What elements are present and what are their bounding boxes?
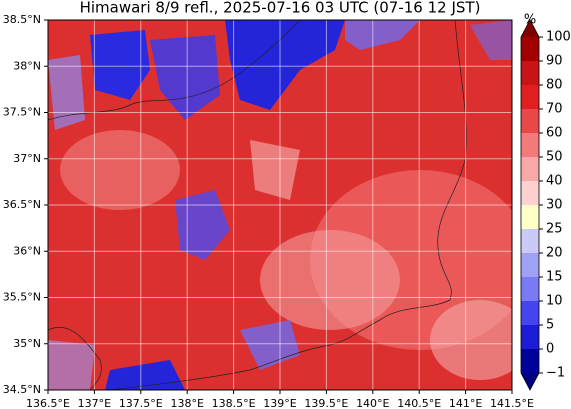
lat-tick-label: 36°N bbox=[13, 244, 41, 257]
colorbar-segment bbox=[521, 325, 539, 349]
colorbar-segment bbox=[521, 61, 539, 85]
map-title: Himawari 8/9 refl., 2025-07-16 03 UTC (0… bbox=[80, 0, 481, 17]
lat-tick-label: 37°N bbox=[13, 152, 41, 165]
lon-tick-label: 138°E bbox=[170, 397, 203, 409]
colorbar-label: 60 bbox=[546, 126, 563, 141]
colorbar-segment bbox=[521, 229, 539, 253]
lon-tick-label: 140.5°E bbox=[397, 397, 441, 409]
lon-tick-label: 139°E bbox=[263, 397, 296, 409]
colorbar-label: 80 bbox=[546, 78, 563, 93]
lat-tick-label: 36.5°N bbox=[3, 198, 41, 211]
lon-tick-label: 141°E bbox=[449, 397, 482, 409]
lon-tick-label: 138.5°E bbox=[212, 397, 256, 409]
colorbar-label: 30 bbox=[546, 198, 563, 213]
colorbar-segment bbox=[521, 277, 539, 301]
colorbar-label: 40 bbox=[546, 174, 563, 189]
colorbar-label: 50 bbox=[546, 150, 563, 165]
colorbar-segment bbox=[521, 109, 539, 133]
colorbar-segment bbox=[521, 205, 539, 229]
colorbar-label: 90 bbox=[546, 54, 563, 69]
colorbar-label: 0 bbox=[546, 342, 554, 357]
lat-tick-label: 35.5°N bbox=[3, 291, 41, 304]
colorbar-extend-over bbox=[521, 20, 539, 37]
lat-tick-label: 35°N bbox=[13, 337, 41, 350]
lon-tick-label: 139.5°E bbox=[304, 397, 348, 409]
colorbar-segment bbox=[521, 253, 539, 277]
colorbar-segment bbox=[521, 349, 539, 373]
colorbar-segment bbox=[521, 85, 539, 109]
colorbar-label: 25 bbox=[546, 222, 563, 237]
colorbar-label: 70 bbox=[546, 102, 563, 117]
lat-tick-label: 34.5°N bbox=[3, 383, 41, 396]
lon-tick-label: 140°E bbox=[356, 397, 389, 409]
lon-tick-label: 136.5°E bbox=[26, 397, 70, 409]
colorbar-segment bbox=[521, 37, 539, 61]
lon-tick-label: 137.5°E bbox=[119, 397, 163, 409]
lat-tick-label: 38°N bbox=[13, 59, 41, 72]
colorbar-label: 5 bbox=[546, 318, 554, 333]
colorbar-label: 10 bbox=[546, 294, 563, 309]
lon-tick-label: 141.5°E bbox=[490, 397, 534, 409]
colorbar-segment bbox=[521, 157, 539, 181]
colorbar-segment bbox=[521, 301, 539, 325]
colorbar-segment bbox=[521, 133, 539, 157]
colorbar-label: −1 bbox=[546, 366, 565, 381]
colorbar-label: 15 bbox=[546, 270, 563, 285]
colorbar-label: 100 bbox=[546, 30, 571, 45]
colorbar-label: 20 bbox=[546, 246, 563, 261]
lat-tick-label: 37.5°N bbox=[3, 106, 41, 119]
lat-tick-label: 38.5°N bbox=[3, 13, 41, 26]
colorbar-segment bbox=[521, 181, 539, 205]
lon-tick-label: 137°E bbox=[78, 397, 111, 409]
colorbar-extend-under bbox=[521, 373, 539, 390]
